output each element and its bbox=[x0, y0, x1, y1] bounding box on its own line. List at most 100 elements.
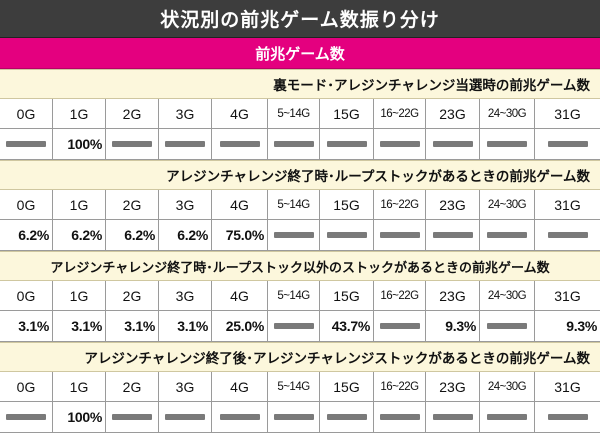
dash-mark bbox=[547, 232, 588, 238]
section-heading: アレジンチャレンジ終了時･ループストック以外のストックがあるときの前兆ゲーム数 bbox=[0, 251, 600, 281]
column-header: 1G bbox=[53, 372, 106, 402]
column-header: 2G bbox=[106, 372, 159, 402]
empty-cell bbox=[374, 220, 426, 251]
section-heading: アレジンチャレンジ終了時･ループストックがあるときの前兆ゲーム数 bbox=[0, 160, 600, 190]
column-header: 2G bbox=[106, 190, 159, 220]
dash-mark bbox=[273, 232, 314, 238]
column-header: 31G bbox=[535, 190, 600, 220]
empty-cell bbox=[480, 311, 535, 342]
empty-cell bbox=[268, 311, 320, 342]
empty-cell bbox=[212, 129, 268, 160]
dash-mark bbox=[547, 414, 588, 420]
value-cell: 25.0% bbox=[212, 311, 268, 342]
dash-mark bbox=[165, 414, 205, 420]
dash-mark bbox=[219, 414, 260, 420]
empty-cell bbox=[480, 129, 535, 160]
dash-mark bbox=[273, 414, 314, 420]
column-header: 16~22G bbox=[374, 372, 426, 402]
section-4: アレジンチャレンジ終了後･アレジンチャレンジストックがあるときの前兆ゲーム数 0G… bbox=[0, 342, 600, 434]
value-cell: 6.2% bbox=[159, 220, 212, 251]
column-header: 3G bbox=[159, 99, 212, 129]
dash-mark bbox=[326, 141, 367, 147]
value-cell: 3.1% bbox=[159, 311, 212, 342]
dash-mark bbox=[379, 141, 420, 147]
empty-cell bbox=[106, 402, 159, 433]
empty-cell bbox=[535, 220, 600, 251]
dash-mark bbox=[6, 414, 46, 420]
column-header: 24~30G bbox=[480, 190, 535, 220]
dash-mark bbox=[6, 141, 46, 147]
dash-mark bbox=[379, 414, 420, 420]
column-header: 23G bbox=[426, 372, 480, 402]
column-header-row: 0G 1G 2G 3G 4G 5~14G 15G 16~22G 23G 24~30G 31G bbox=[0, 190, 600, 220]
column-header: 15G bbox=[320, 99, 374, 129]
section-1: 裏モード･アレジンチャレンジ当選時の前兆ゲーム数 0G 1G 2G 3G 4G 5~14G 1… bbox=[0, 69, 600, 160]
column-header: 4G bbox=[212, 281, 268, 311]
value-cell: 100% bbox=[53, 402, 106, 433]
empty-cell bbox=[535, 129, 600, 160]
column-header: 5~14G bbox=[268, 190, 320, 220]
empty-cell bbox=[0, 129, 53, 160]
column-header: 0G bbox=[0, 99, 53, 129]
column-header: 2G bbox=[106, 99, 159, 129]
empty-cell bbox=[320, 402, 374, 433]
dash-mark bbox=[487, 323, 527, 329]
section-heading: アレジンチャレンジ終了後･アレジンチャレンジストックがあるときの前兆ゲーム数 bbox=[0, 342, 600, 372]
column-header: 23G bbox=[426, 281, 480, 311]
dash-mark bbox=[273, 323, 314, 329]
column-header: 5~14G bbox=[268, 281, 320, 311]
value-cell: 3.1% bbox=[106, 311, 159, 342]
dash-mark bbox=[112, 414, 152, 420]
dash-mark bbox=[219, 141, 260, 147]
value-cell: 3.1% bbox=[53, 311, 106, 342]
value-row: 3.1% 3.1% 3.1% 3.1% 25.0% 43.7% 9.3% 9.3% bbox=[0, 311, 600, 342]
value-cell: 6.2% bbox=[106, 220, 159, 251]
empty-cell bbox=[212, 402, 268, 433]
column-header: 0G bbox=[0, 372, 53, 402]
value-cell: 9.3% bbox=[535, 311, 600, 342]
empty-cell bbox=[480, 220, 535, 251]
empty-cell bbox=[320, 220, 374, 251]
empty-cell bbox=[320, 129, 374, 160]
value-row: 100% bbox=[0, 129, 600, 160]
column-header: 4G bbox=[212, 99, 268, 129]
dash-mark bbox=[432, 141, 473, 147]
empty-cell bbox=[0, 402, 53, 433]
column-header: 15G bbox=[320, 281, 374, 311]
dash-mark bbox=[432, 414, 473, 420]
column-header: 4G bbox=[212, 372, 268, 402]
empty-cell bbox=[480, 402, 535, 433]
empty-cell bbox=[426, 129, 480, 160]
empty-cell bbox=[426, 220, 480, 251]
dash-mark bbox=[379, 232, 420, 238]
empty-cell bbox=[374, 402, 426, 433]
dash-mark bbox=[112, 141, 152, 147]
dash-mark bbox=[432, 232, 473, 238]
empty-cell bbox=[159, 129, 212, 160]
value-cell: 43.7% bbox=[320, 311, 374, 342]
column-header: 0G bbox=[0, 281, 53, 311]
empty-cell bbox=[535, 402, 600, 433]
column-header: 15G bbox=[320, 372, 374, 402]
value-cell: 6.2% bbox=[53, 220, 106, 251]
column-header: 3G bbox=[159, 281, 212, 311]
empty-cell bbox=[106, 129, 159, 160]
value-cell: 3.1% bbox=[0, 311, 53, 342]
column-header: 31G bbox=[535, 99, 600, 129]
dash-mark bbox=[547, 141, 588, 147]
value-row: 100% bbox=[0, 402, 600, 433]
empty-cell bbox=[374, 311, 426, 342]
column-header: 5~14G bbox=[268, 99, 320, 129]
column-header: 16~22G bbox=[374, 281, 426, 311]
dash-mark bbox=[165, 141, 205, 147]
column-header: 1G bbox=[53, 281, 106, 311]
column-header: 31G bbox=[535, 281, 600, 311]
column-header: 1G bbox=[53, 190, 106, 220]
value-cell: 6.2% bbox=[0, 220, 53, 251]
dash-mark bbox=[487, 414, 527, 420]
column-header: 2G bbox=[106, 281, 159, 311]
dash-mark bbox=[326, 232, 367, 238]
empty-cell bbox=[374, 129, 426, 160]
section-3: アレジンチャレンジ終了時･ループストック以外のストックがあるときの前兆ゲーム数 0… bbox=[0, 251, 600, 342]
column-header: 23G bbox=[426, 190, 480, 220]
